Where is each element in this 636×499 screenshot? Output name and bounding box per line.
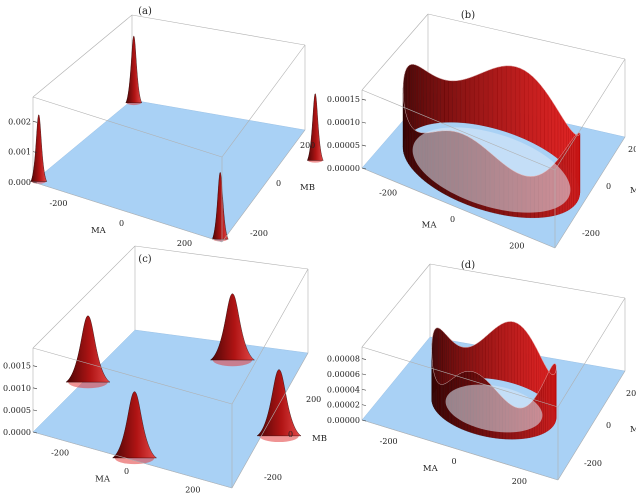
panel-label: (d) <box>461 260 475 271</box>
z-tick-label: 0.00010 <box>327 118 360 127</box>
z-tick-label: 0.001 <box>8 148 31 157</box>
x-tick-label: -200 <box>379 188 397 197</box>
x-tick-label: -200 <box>50 199 68 208</box>
x-tick-label: -200 <box>380 437 398 446</box>
x-tick-label: 0 <box>119 219 124 228</box>
box-front-edges <box>361 297 626 481</box>
surface-peak-1 <box>111 391 158 459</box>
z-tick-mark <box>32 409 38 412</box>
box-back-edges <box>361 263 626 420</box>
z-tick-mark <box>361 167 367 170</box>
box-back-edges <box>32 245 309 432</box>
x-tick-label: 200 <box>177 239 192 248</box>
surface-peak-2 <box>256 369 302 437</box>
box-front-edges <box>32 44 306 243</box>
y-tick-label: 0 <box>276 179 281 188</box>
z-tick-mark <box>361 388 367 391</box>
x-axis-label: MA <box>95 475 111 485</box>
x-tick-label: -200 <box>51 448 69 457</box>
y-tick-label: 200 <box>626 389 636 398</box>
z-tick-mark <box>32 120 38 123</box>
surface-floor <box>32 99 306 243</box>
z-tick-mark <box>361 121 367 124</box>
surface-peak-3 <box>125 35 143 104</box>
z-tick-mark <box>361 358 367 360</box>
x-axis-label: MA <box>423 464 439 474</box>
y-axis-label: MB <box>300 183 315 193</box>
z-tick-mark <box>361 373 367 376</box>
panel-d: (d) 0.00000 0.00002 0.00004 0.00006 0.00008 -2… <box>327 260 636 486</box>
ring-inner-floor <box>412 127 571 213</box>
ring-rim-line <box>431 321 557 409</box>
z-tick-label: 0.000 <box>8 178 31 187</box>
surface-peak-4 <box>209 293 256 361</box>
z-tick-mark <box>361 404 367 406</box>
z-tick-label: 0.0010 <box>3 384 31 393</box>
z-tick-label: 0.00008 <box>327 355 360 364</box>
surface-floor <box>32 329 309 489</box>
z-tick-label: 0.00006 <box>327 370 360 379</box>
panel-label: (a) <box>138 6 152 17</box>
panel-label: (c) <box>138 254 152 265</box>
x-tick-label: 0 <box>451 457 456 466</box>
x-axis-label: MA <box>91 226 107 236</box>
panel-a: (a) 0.000 0.001 0.002 -200 0 200 MA -200 0 200 MB <box>8 6 324 248</box>
y-tick-label: 0 <box>606 421 611 430</box>
z-tick-label: 0.0000 <box>3 428 31 437</box>
y-tick-label: 200 <box>300 141 315 150</box>
box-back-edges <box>361 13 626 168</box>
y-tick-label: -200 <box>250 229 268 238</box>
surface-peak-3 <box>65 315 111 383</box>
ring-inner-floor <box>445 384 543 433</box>
surface-peak-4 <box>306 93 324 161</box>
z-tick-label: 0.00004 <box>327 385 360 394</box>
z-tick-label: 0.00000 <box>327 416 360 425</box>
y-tick-label: 200 <box>628 145 636 154</box>
panel-b: (b) 0.00000 0.00005 0.00010 0.00015 -200 0 200 M… <box>327 10 636 251</box>
z-tick-label: 0.00002 <box>327 401 360 410</box>
y-tick-label: 0 <box>606 182 611 191</box>
surface-peak-2 <box>211 172 229 240</box>
x-tick-label: 200 <box>512 477 527 486</box>
panel-label: (b) <box>461 10 475 21</box>
z-tick-mark <box>32 181 38 184</box>
y-tick-label: 200 <box>306 395 321 404</box>
x-tick-label: 0 <box>124 467 129 476</box>
y-tick-label: -200 <box>264 473 282 482</box>
z-tick-mark <box>361 419 367 422</box>
z-tick-label: 0.00005 <box>327 141 360 150</box>
z-tick-mark <box>32 387 38 390</box>
x-tick-label: 0 <box>450 215 455 224</box>
y-axis-label: MB <box>312 434 327 444</box>
z-tick-mark <box>32 431 38 434</box>
box-front-edges <box>32 268 309 489</box>
x-tick-label: 200 <box>509 242 524 251</box>
surface-peak-1 <box>30 114 48 182</box>
panel-c: (c) 0.0000 0.0005 0.0010 0.0015 -200 0 200 MA -20… <box>3 245 327 495</box>
y-tick-label: -200 <box>584 459 602 468</box>
z-tick-label: 0.002 <box>8 117 31 126</box>
box-front-edges <box>361 58 626 249</box>
x-axis-label: MA <box>422 221 438 231</box>
z-tick-label: 0.00000 <box>327 164 360 173</box>
x-tick-label: 200 <box>185 486 200 495</box>
y-axis-label: MB <box>630 425 636 435</box>
z-tick-mark <box>361 144 367 147</box>
z-tick-mark <box>361 98 367 101</box>
y-axis-label: MB <box>630 186 636 196</box>
z-tick-label: 0.00015 <box>327 95 360 104</box>
y-tick-label: 0 <box>288 430 293 439</box>
z-tick-label: 0.0015 <box>3 362 31 371</box>
ring-rim-line <box>402 64 581 177</box>
y-tick-label: -200 <box>582 229 600 238</box>
z-tick-mark <box>32 151 38 153</box>
z-tick-mark <box>32 365 38 367</box>
z-tick-label: 0.0005 <box>3 406 31 415</box>
